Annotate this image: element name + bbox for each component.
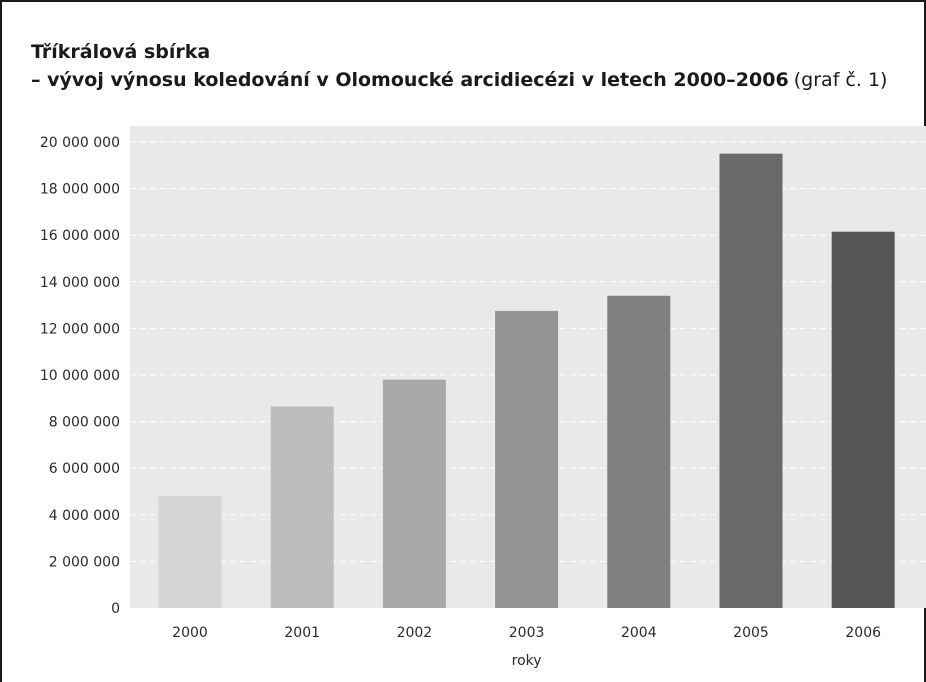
y-tick-label: 2 000 000 [49,554,120,570]
y-tick-label: 6 000 000 [49,461,120,477]
bar-2003 [495,310,559,608]
bar-2005 [719,153,783,608]
x-axis-title: roky [512,653,542,669]
x-axis-ticks: 2000 2001 2002 2003 2004 2005 2006 [172,625,881,641]
y-tick-label: 16 000 000 [40,228,120,244]
y-tick-label: 14 000 000 [40,275,120,291]
bar-2004 [607,295,671,608]
chart-title-suffix: (graf č. 1) [793,69,888,91]
y-axis-ticks: 0 2 000 000 4 000 000 6 000 000 8 000 000 10 … [40,135,120,617]
y-tick-label: 10 000 000 [40,368,120,384]
bars [158,153,895,608]
x-tick-label: 2003 [509,625,545,641]
x-tick-label: 2000 [172,625,208,641]
chart-title-line-1: Tříkrálová sbírka [31,41,211,63]
chart-title-main: – vývoj výnosu koledování v Olomoucké ar… [31,69,789,91]
x-tick-label: 2005 [733,625,769,641]
x-tick-label: 2001 [284,625,320,641]
y-tick-label: 8 000 000 [49,415,120,431]
y-tick-label: 20 000 000 [40,135,120,151]
x-tick-label: 2006 [845,625,881,641]
y-tick-label: 4 000 000 [49,508,120,524]
y-tick-label: 18 000 000 [40,182,120,198]
y-tick-label: 0 [111,601,120,617]
bar-2001 [270,406,334,608]
y-tick-label: 12 000 000 [40,321,120,337]
bar-2000 [158,496,222,608]
chart-title-line-2: – vývoj výnosu koledování v Olomoucké ar… [31,66,887,95]
bar-2002 [382,379,446,608]
chart-title: Tříkrálová sbírka – vývoj výnosu koledov… [31,38,887,95]
x-tick-label: 2004 [621,625,657,641]
x-tick-label: 2002 [397,625,433,641]
bar-2006 [831,231,895,608]
gridlines [130,141,926,562]
